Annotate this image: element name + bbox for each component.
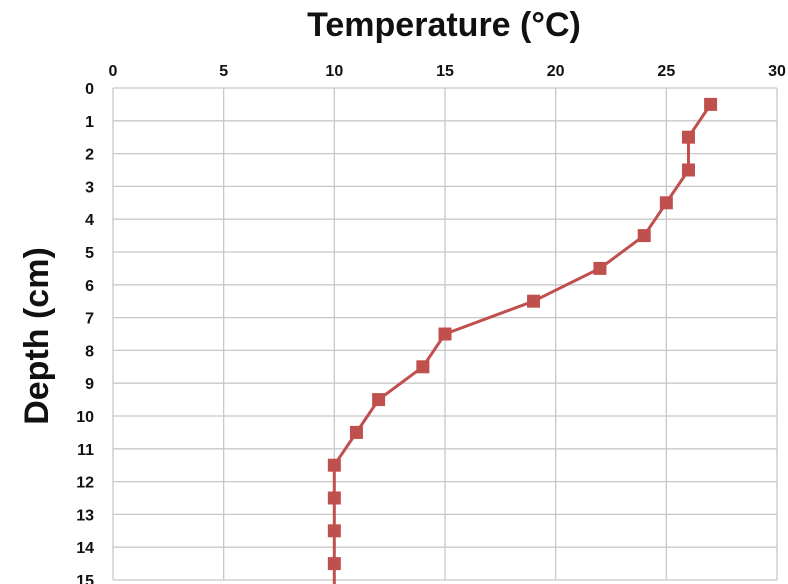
data-point-5	[593, 261, 607, 275]
y-tick-label-9: 9	[85, 376, 94, 393]
y-tick-label-2: 2	[85, 147, 94, 164]
data-point-12	[327, 491, 341, 505]
data-point-8	[416, 360, 430, 374]
y-tick-label-13: 13	[76, 507, 94, 524]
series-line-0	[332, 103, 712, 584]
data-point-2	[681, 163, 695, 177]
y-tick-label-8: 8	[85, 343, 94, 360]
y-tick-label-3: 3	[85, 179, 94, 196]
data-point-4	[637, 229, 651, 243]
x-tick-label-3: 15	[436, 63, 454, 80]
y-tick-label-14: 14	[76, 540, 94, 557]
x-tick-label-1: 5	[219, 63, 228, 80]
x-tick-label-5: 25	[657, 63, 675, 80]
y-axis-title: Depth (cm)	[18, 247, 56, 425]
chart-series	[327, 97, 718, 584]
x-tick-label-4: 20	[547, 63, 565, 80]
x-axis-ticks: 0 5 10 15 20 25 30	[109, 63, 786, 80]
data-point-7	[438, 327, 452, 341]
data-point-3	[659, 196, 673, 210]
x-tick-label-6: 30	[768, 63, 786, 80]
data-point-13	[327, 524, 341, 538]
y-tick-label-7: 7	[85, 311, 94, 328]
y-tick-label-11: 11	[77, 442, 94, 459]
data-point-6	[527, 294, 541, 308]
chart-grid	[112, 87, 778, 581]
y-tick-label-1: 1	[85, 114, 94, 131]
data-point-10	[349, 425, 363, 439]
y-tick-label-15: 15	[76, 573, 94, 584]
y-tick-label-10: 10	[76, 409, 94, 426]
data-point-1	[681, 130, 695, 144]
y-tick-label-0: 0	[85, 81, 94, 98]
x-tick-label-0: 0	[109, 63, 118, 80]
data-point-0	[704, 97, 718, 111]
x-tick-label-2: 10	[325, 63, 343, 80]
y-tick-label-4: 4	[85, 212, 94, 229]
x-axis-title: Temperature (°C)	[307, 6, 581, 44]
data-point-9	[372, 393, 386, 407]
data-point-11	[327, 458, 341, 472]
y-tick-label-5: 5	[85, 245, 94, 262]
data-point-14	[327, 557, 341, 571]
y-tick-label-12: 12	[76, 475, 94, 492]
y-tick-label-6: 6	[85, 278, 94, 295]
